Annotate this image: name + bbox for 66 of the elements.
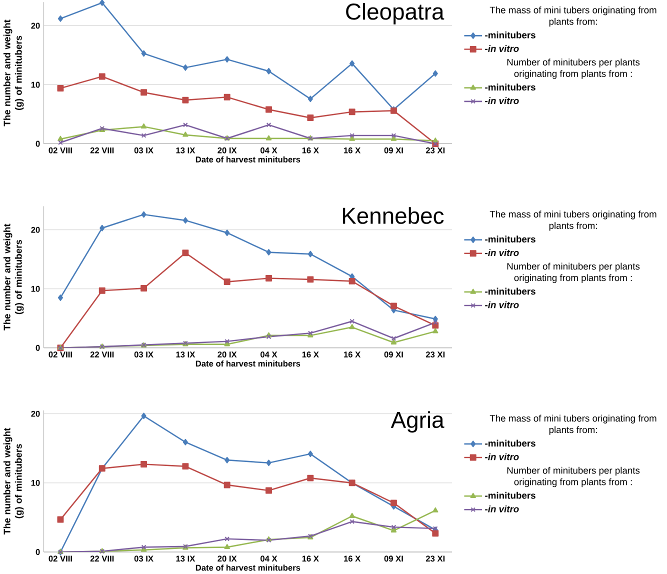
text: Number of minitubers per plants originating from plants from :: [507, 466, 640, 487]
x-tick-label: 13 IX: [176, 351, 196, 358]
text: Number of minitubers per plants originating from plants from :: [507, 262, 640, 283]
chart-title: Agria: [390, 411, 444, 432]
legend-label: -in vitro: [485, 301, 519, 308]
x-tick-label: 16 X: [344, 147, 361, 154]
y-tick-label: 10: [31, 286, 40, 292]
text: Number of minitubers per plants originating from plants from :: [507, 58, 640, 79]
x-tick-label: 16 X: [344, 351, 361, 358]
x-tick-label: 16 X: [302, 556, 319, 562]
x-tick-label: 16 X: [302, 147, 319, 154]
legend-label: -in vitro: [485, 97, 519, 104]
x-tick-label: 09 XI: [384, 556, 403, 562]
x-axis-title: Date of harvest minitubers: [196, 360, 300, 366]
legend-label: -minitubers: [485, 84, 536, 90]
chart-title: Cleopatra: [346, 2, 444, 24]
x-tick-label: 09 XI: [384, 147, 403, 154]
x-tick-label: 04 X: [260, 351, 278, 358]
legend-label: -minitubers: [485, 288, 536, 295]
text: The mass of mini tubers originating from plants from:: [490, 6, 656, 27]
x-tick-label: 20 IX: [218, 351, 237, 358]
x-tick-label: 20 IX: [218, 147, 237, 154]
y-axis-title: The number and weight (g) of minitubers: [3, 428, 24, 534]
legend-label: -in vitro: [485, 453, 519, 460]
x-tick-label: 02 VIII: [48, 556, 72, 562]
y-tick-label: 20: [31, 226, 40, 233]
x-tick-label: 23 XI: [426, 351, 445, 358]
y-axis-title: The number and weight (g) of minitubers: [3, 20, 24, 126]
text: The mass of mini tubers originating from plants from:: [490, 210, 656, 231]
x-tick-label: 13 IX: [176, 556, 196, 562]
y-tick-label: 0: [36, 140, 40, 147]
x-tick-label: 04 X: [260, 147, 278, 154]
legend-label: -in vitro: [485, 249, 519, 256]
y-tick-label: 10: [31, 82, 40, 88]
x-axis-title: Date of harvest minitubers: [196, 564, 300, 571]
y-tick-label: 20: [31, 410, 40, 417]
legend-label: -in vitro: [485, 505, 519, 512]
x-tick-label: 09 XI: [384, 351, 403, 358]
text: The mass of mini tubers originating from plants from:: [490, 414, 656, 435]
y-tick-label: 10: [31, 480, 40, 486]
x-tick-label: 03 IX: [134, 147, 154, 154]
x-tick-label: 02 VIII: [48, 147, 72, 154]
y-tick-label: 20: [31, 22, 40, 29]
legend-label: -minitubers: [485, 492, 536, 499]
legend-label: -minitubers: [485, 236, 536, 242]
x-tick-label: 13 IX: [176, 147, 196, 154]
x-tick-label: 22 VIII: [90, 147, 114, 154]
legend-label: -minitubers: [485, 440, 536, 447]
x-tick-label: 22 VIII: [90, 351, 114, 358]
x-tick-label: 04 X: [260, 556, 278, 562]
x-tick-label: 23 XI: [426, 556, 445, 562]
chart-title: Kennebec: [342, 207, 444, 224]
x-tick-label: 03 IX: [134, 351, 154, 358]
x-tick-label: 16 X: [302, 351, 319, 358]
y-tick-label: 0: [36, 548, 40, 555]
x-tick-label: 23 XI: [426, 147, 445, 154]
legend-label: -minitubers: [485, 31, 536, 38]
x-axis-title: Date of harvest minitubers: [196, 156, 300, 162]
legend-label: -in vitro: [485, 44, 519, 52]
x-tick-label: 03 IX: [134, 556, 154, 562]
x-tick-label: 22 VIII: [90, 556, 114, 562]
y-tick-label: 0: [36, 344, 40, 351]
y-axis-title: The number and weight (g) of minitubers: [3, 224, 24, 330]
x-tick-label: 02 VIII: [48, 351, 72, 358]
x-tick-label: 16 X: [344, 556, 361, 562]
x-tick-label: 20 IX: [218, 556, 237, 562]
